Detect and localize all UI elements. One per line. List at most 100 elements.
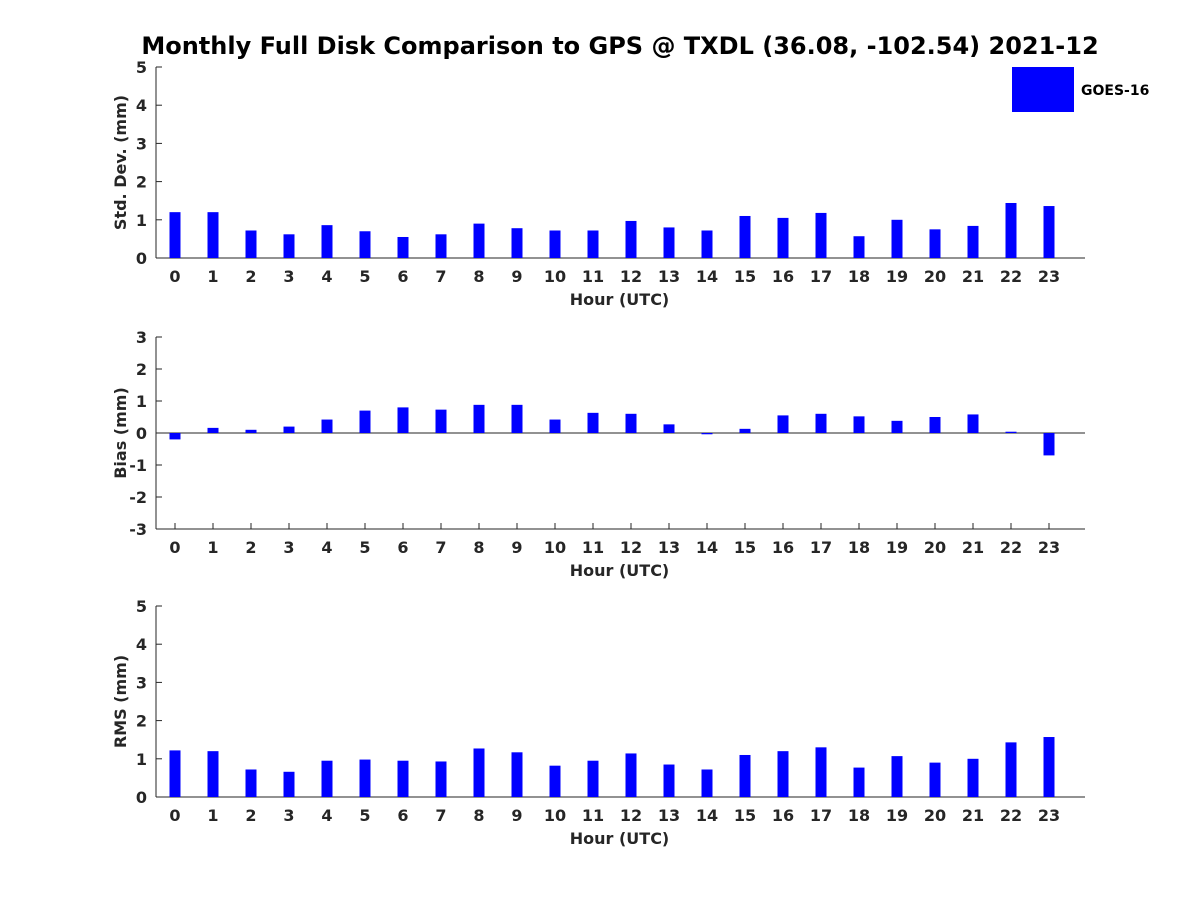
bar (359, 231, 371, 258)
bar (625, 220, 637, 258)
bar (473, 748, 485, 797)
bar (283, 234, 295, 258)
y-axis-label: RMS (mm) (111, 655, 130, 748)
bar (663, 424, 675, 433)
x-tick-label: 2 (245, 538, 256, 557)
x-tick-label: 3 (283, 538, 294, 557)
bar (815, 747, 827, 797)
bar (473, 404, 485, 433)
bar (891, 756, 903, 797)
x-axis-label: Hour (UTC) (570, 290, 670, 309)
bar (283, 771, 295, 797)
y-axis-label: Bias (mm) (111, 387, 130, 479)
bar (853, 767, 865, 797)
x-tick-label: 23 (1038, 806, 1060, 825)
x-tick-label: 4 (321, 267, 332, 286)
bar (625, 753, 637, 797)
y-tick-label: 5 (136, 58, 147, 77)
x-tick-label: 3 (283, 267, 294, 286)
x-tick-label: 11 (582, 538, 604, 557)
x-tick-label: 13 (658, 538, 680, 557)
legend-label: GOES-16 (1081, 83, 1149, 99)
y-tick-label: 3 (136, 673, 147, 692)
bar (321, 225, 333, 258)
y-tick-label: 1 (136, 750, 147, 769)
bar (359, 759, 371, 797)
bar (701, 230, 713, 258)
bar (739, 754, 751, 797)
bar (511, 228, 523, 258)
x-tick-label: 10 (544, 806, 566, 825)
x-tick-label: 23 (1038, 267, 1060, 286)
x-tick-label: 14 (696, 806, 718, 825)
bar (853, 416, 865, 433)
bar (283, 426, 295, 433)
x-tick-label: 0 (169, 538, 180, 557)
x-tick-label: 7 (435, 267, 446, 286)
bar (929, 762, 941, 797)
x-tick-label: 18 (848, 267, 870, 286)
x-tick-label: 5 (359, 806, 370, 825)
y-tick-label: 4 (136, 96, 147, 115)
bar (549, 230, 561, 258)
bar (967, 414, 979, 433)
bar (245, 230, 257, 258)
legend: GOES-16 (1012, 67, 1149, 112)
bar (511, 752, 523, 797)
x-tick-label: 7 (435, 538, 446, 557)
bar (815, 212, 827, 258)
bar (321, 760, 333, 797)
legend-swatch (1012, 67, 1074, 112)
bar (207, 751, 219, 797)
chart-title: Monthly Full Disk Comparison to GPS @ TX… (141, 32, 1098, 60)
x-tick-label: 13 (658, 267, 680, 286)
x-tick-label: 17 (810, 538, 832, 557)
y-tick-label: 4 (136, 635, 147, 654)
bar (929, 417, 941, 433)
x-tick-label: 1 (207, 806, 218, 825)
bar (815, 413, 827, 433)
y-tick-label: -3 (129, 520, 147, 539)
bar (853, 236, 865, 258)
bar (359, 410, 371, 433)
bar (777, 217, 789, 258)
bar (1043, 737, 1055, 797)
bar (587, 230, 599, 258)
x-tick-label: 0 (169, 806, 180, 825)
bar (701, 769, 713, 797)
bar (1005, 202, 1017, 258)
x-tick-label: 15 (734, 806, 756, 825)
x-tick-label: 4 (321, 806, 332, 825)
x-tick-label: 12 (620, 806, 642, 825)
bar (549, 765, 561, 797)
x-tick-label: 1 (207, 538, 218, 557)
x-tick-label: 16 (772, 267, 794, 286)
bar (397, 760, 409, 797)
x-tick-label: 22 (1000, 806, 1022, 825)
x-tick-label: 14 (696, 267, 718, 286)
x-tick-label: 4 (321, 538, 332, 557)
x-tick-label: 12 (620, 538, 642, 557)
x-axis-label: Hour (UTC) (570, 829, 670, 848)
bar (511, 404, 523, 433)
bar (967, 758, 979, 797)
bar (245, 429, 257, 433)
bar (169, 433, 181, 440)
y-tick-label: -2 (129, 488, 147, 507)
x-tick-label: 7 (435, 806, 446, 825)
x-tick-label: 17 (810, 267, 832, 286)
x-tick-label: 0 (169, 267, 180, 286)
bar (739, 215, 751, 258)
x-tick-label: 22 (1000, 267, 1022, 286)
bar (207, 427, 219, 433)
x-tick-label: 8 (473, 538, 484, 557)
bar (891, 219, 903, 258)
bar (549, 419, 561, 433)
bar (967, 225, 979, 258)
bar (435, 409, 447, 433)
y-tick-label: -1 (129, 456, 147, 475)
x-tick-label: 6 (397, 806, 408, 825)
